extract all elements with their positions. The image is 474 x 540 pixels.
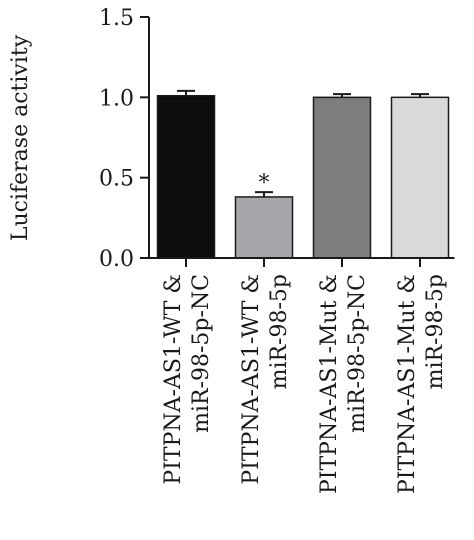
bar	[234, 196, 294, 259]
bar	[156, 94, 216, 259]
x-tick-label: miR-98-5p-NC	[345, 274, 370, 433]
x-tick-label: PITPNA-AS1-WT &	[239, 274, 264, 485]
x-tick-label: miR-98-5p	[423, 274, 448, 389]
x-tick-label: PITPNA-AS1-Mut &	[317, 274, 342, 494]
x-tick-label: miR-98-5p	[267, 274, 292, 389]
significance-marker: *	[259, 171, 270, 196]
x-tick-label: PITPNA-AS1-WT &	[161, 274, 186, 485]
bar	[390, 96, 450, 259]
y-axis-label: Luciferase activity	[8, 34, 33, 241]
x-tick-label: miR-98-5p-NC	[189, 274, 214, 433]
bars: *	[156, 89, 450, 259]
y-tick-label: 1.5	[99, 6, 134, 31]
x-tick-label: PITPNA-AS1-Mut &	[395, 274, 420, 494]
y-tick-label: 1.0	[99, 86, 134, 111]
y-tick-label: 0.0	[99, 247, 134, 272]
bar	[312, 96, 372, 259]
x-axis: PITPNA-AS1-WT & miR-98-5p-NC PITPNA-AS1-WT…	[149, 257, 455, 494]
y-axis: 0.0 0.5 1.0 1.5	[99, 6, 150, 272]
y-tick-label: 0.5	[99, 167, 134, 192]
